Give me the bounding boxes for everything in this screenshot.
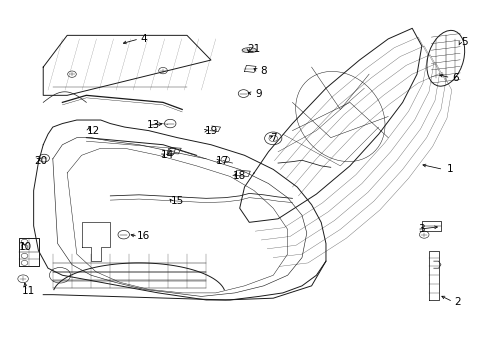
Text: 19: 19 [204,126,217,136]
Text: 16: 16 [137,231,150,242]
Text: 3: 3 [418,224,424,234]
Text: 21: 21 [247,45,260,54]
Text: 2: 2 [453,297,460,307]
Text: 17: 17 [216,156,229,166]
Text: 6: 6 [451,73,458,83]
Text: 11: 11 [22,286,36,296]
Text: 1: 1 [447,165,453,174]
Text: 7: 7 [269,133,276,143]
Text: 8: 8 [260,66,266,76]
Text: 5: 5 [461,37,468,48]
Text: 4: 4 [140,34,147,44]
Text: 10: 10 [19,242,32,252]
Text: 14: 14 [161,150,174,160]
Text: 18: 18 [233,171,246,181]
Text: 9: 9 [255,89,262,99]
Text: 15: 15 [170,196,183,206]
Text: 20: 20 [34,156,47,166]
Text: 13: 13 [146,120,160,130]
Text: 12: 12 [87,126,100,136]
